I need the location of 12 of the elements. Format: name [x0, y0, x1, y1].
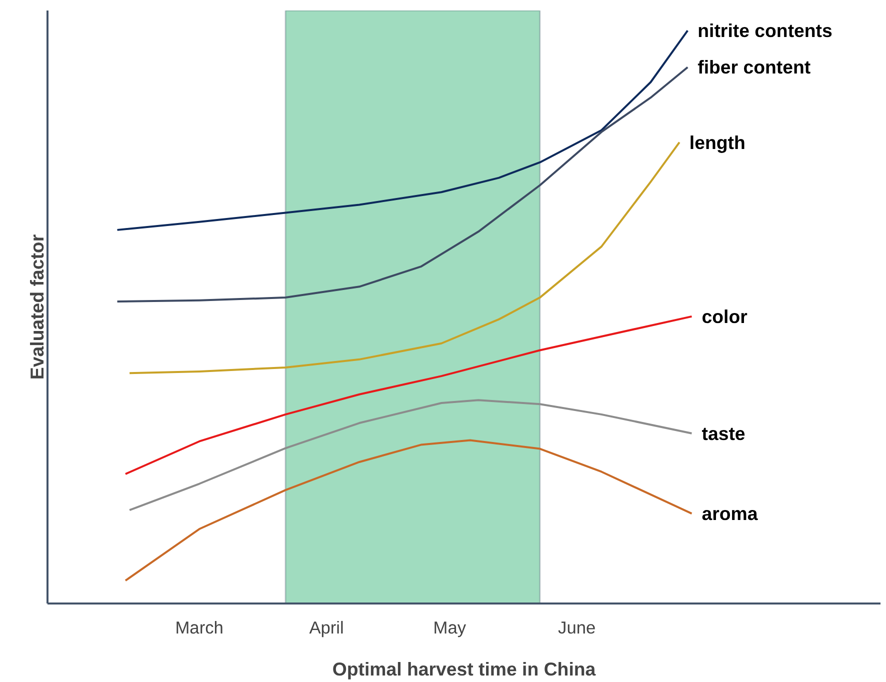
x-tick-label: April [309, 618, 344, 638]
series-label: nitrite contents [698, 20, 832, 42]
x-tick-label: June [558, 618, 596, 638]
x-axis-title: Optimal harvest time in China [332, 658, 596, 680]
series-label: color [702, 306, 748, 327]
series-label: fiber content [698, 56, 811, 78]
x-tick-label: May [433, 618, 466, 638]
series-label: taste [702, 422, 746, 444]
series-label: aroma [702, 503, 758, 524]
y-axis-title: Evaluated factor [26, 234, 48, 380]
series-label: length [689, 132, 746, 153]
x-tick-label: March [175, 618, 224, 638]
